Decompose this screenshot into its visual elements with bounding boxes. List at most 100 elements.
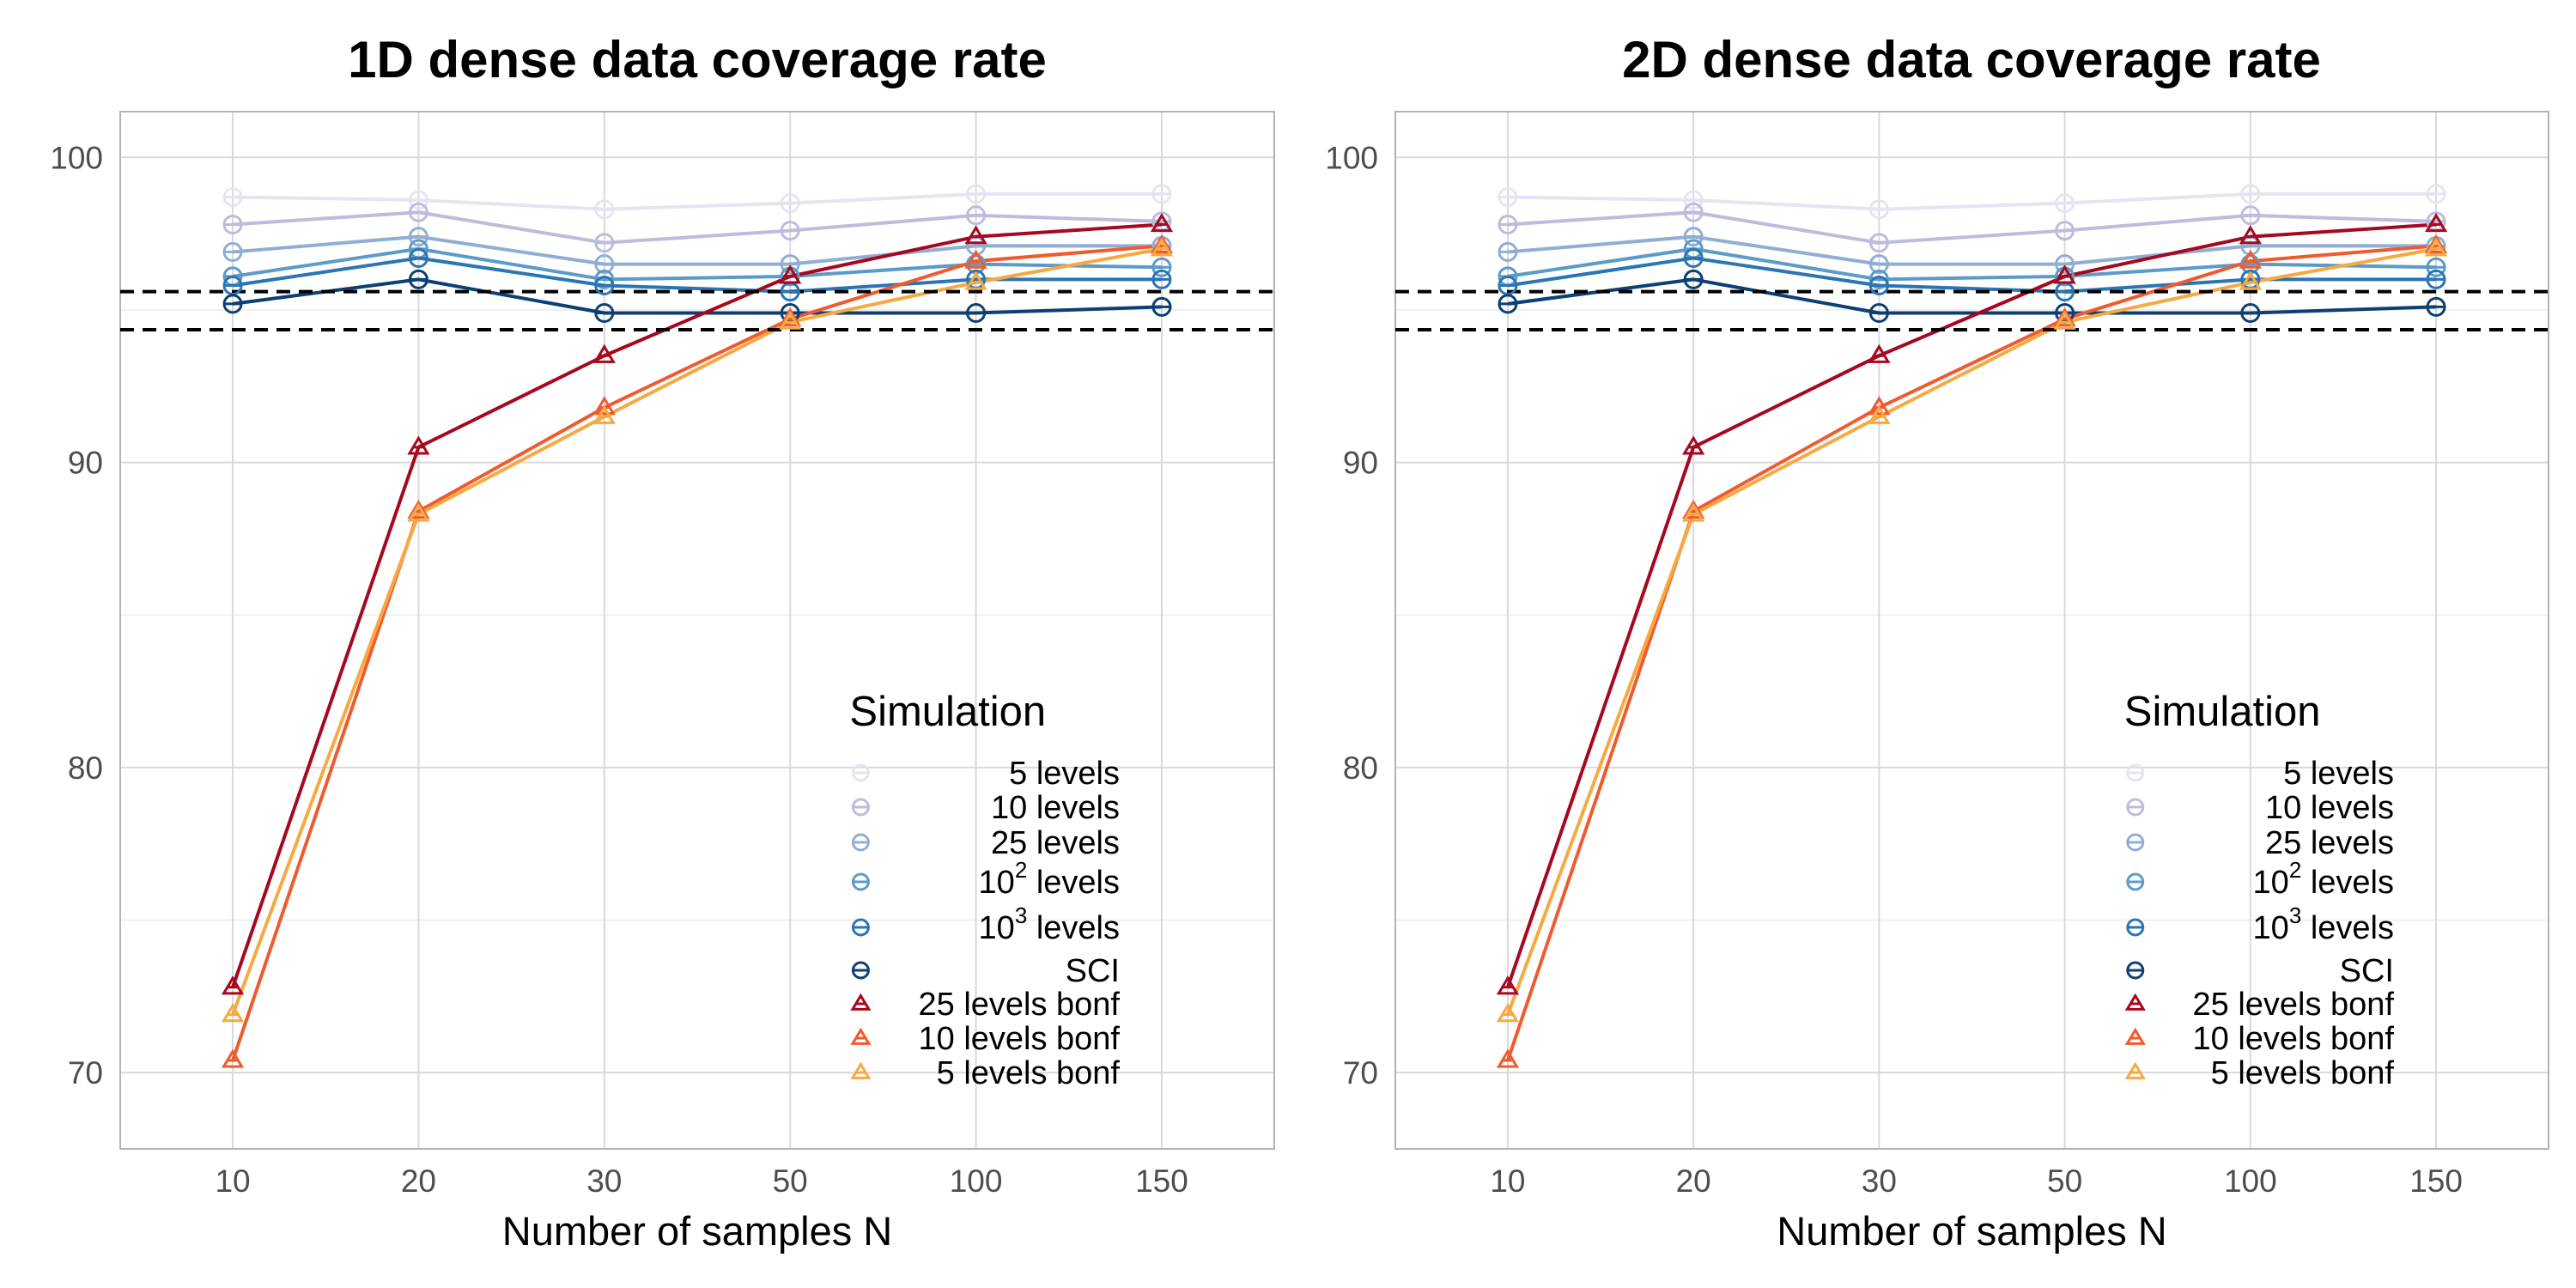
legend-label-exponent: 2 (2289, 857, 2301, 883)
legend-label: SCI (1066, 953, 1120, 989)
y-tick-label: 80 (68, 750, 103, 786)
data-point (2424, 212, 2448, 233)
legend-key (851, 798, 870, 817)
data-point (592, 404, 616, 424)
legend-label: 5 levels (1009, 756, 1120, 792)
legend-key (2126, 763, 2145, 782)
y-tick-label: 70 (1343, 1055, 1378, 1091)
chart-title: 1D dense data coverage rate (348, 31, 1047, 88)
data-point (1150, 212, 1174, 233)
y-tick-label: 80 (1343, 750, 1378, 786)
series-line-5 (1507, 256, 2437, 294)
series-line-2 (232, 210, 1163, 245)
data-point (221, 1048, 245, 1068)
series-line-3 (1507, 234, 2437, 266)
chart-panel-1: 1D dense data coverage rate 70 80 90 100 10 20… (50, 31, 1275, 1254)
y-tick-label: 70 (68, 1055, 103, 1091)
x-tick-label: 10 (1490, 1163, 1525, 1199)
legend-label: 25 levels bonf (2193, 987, 2395, 1023)
legend-title: Simulation (849, 689, 1046, 735)
series-line-9 (1506, 246, 2437, 1016)
data-point (592, 396, 616, 416)
legend-key (2124, 1061, 2146, 1079)
legend-key (851, 918, 870, 937)
panel-border (1394, 111, 2549, 1150)
legend-label: 102 levels (979, 857, 1120, 901)
legend-key-marker (850, 1061, 872, 1079)
y-tick-label: 90 (1343, 446, 1378, 481)
x-axis-label: Number of samples N (502, 1208, 893, 1254)
data-point (221, 975, 245, 995)
legend-key (2126, 798, 2145, 817)
legend-label: 5 levels bonf (2211, 1055, 2395, 1091)
legend-label-suffix: levels (2301, 910, 2394, 946)
data-point (1868, 396, 1891, 416)
data-point (1682, 435, 1705, 455)
data-point (1682, 502, 1705, 522)
series-line-3 (232, 234, 1162, 266)
legend-label-suffix: levels (1027, 910, 1120, 946)
data-point (964, 225, 987, 245)
x-tick-label: 20 (401, 1163, 436, 1199)
chart-panel-2: 2D dense data coverage rate 70 80 90 100 10 20… (1325, 31, 2549, 1254)
x-tick-label: 150 (1135, 1163, 1188, 1199)
panel-border (119, 111, 1275, 1150)
data-point (1150, 234, 1174, 253)
series-line-4 (1507, 246, 2437, 282)
series-line-7 (231, 222, 1163, 988)
legend-label-suffix: levels (2301, 865, 2394, 901)
data-point (964, 249, 987, 269)
data-point (2239, 270, 2262, 290)
x-tick-label: 10 (215, 1163, 250, 1199)
legend-key (850, 993, 872, 1011)
series-line-4 (232, 246, 1162, 282)
y-tick-label: 100 (1325, 140, 1378, 175)
data-point (779, 264, 802, 284)
data-point (221, 1003, 245, 1023)
legend-label-base: 10 (2253, 865, 2289, 901)
legend-key (2126, 833, 2145, 852)
series-line-8 (1506, 244, 2437, 1061)
x-tick-label: 30 (586, 1163, 622, 1199)
legend-label: 5 levels bonf (937, 1055, 1121, 1091)
legend-label-base: 10 (2253, 910, 2289, 946)
legend-label: SCI (2340, 953, 2394, 989)
x-tick-label: 150 (2409, 1163, 2463, 1199)
legend-label: 10 levels (2265, 790, 2394, 826)
data-point (1496, 1003, 1520, 1023)
legend-label: 103 levels (979, 902, 1120, 946)
legend-label-base: 10 (979, 910, 1015, 946)
data-point (592, 343, 616, 363)
legend-key (851, 833, 870, 852)
legend-label: 103 levels (2253, 902, 2394, 946)
series-line-1 (1507, 191, 2437, 211)
x-tick-label: 50 (773, 1163, 808, 1199)
legend-key (851, 763, 870, 782)
legend-title: Simulation (2124, 689, 2321, 735)
legend-label-exponent: 3 (2289, 902, 2301, 928)
data-point (2239, 225, 2262, 245)
data-point (964, 270, 987, 290)
data-point (407, 502, 430, 522)
data-point (1868, 404, 1891, 424)
legend-label-suffix: levels (1027, 865, 1120, 901)
data-point (1868, 343, 1891, 363)
series-line-7 (1506, 222, 2437, 988)
data-point (1150, 237, 1174, 257)
series-line-6 (232, 277, 1163, 315)
legend-label: 25 levels (2265, 825, 2394, 861)
x-axis-label: Number of samples N (1777, 1208, 2167, 1254)
x-tick-label: 30 (1862, 1163, 1897, 1199)
chart-title: 2D dense data coverage rate (1622, 31, 2321, 88)
legend-label: 10 levels (991, 790, 1120, 826)
legend-key (851, 872, 870, 891)
legend-key (2124, 993, 2146, 1011)
data-point (407, 499, 430, 519)
legend-key (851, 961, 870, 980)
data-point (2239, 249, 2262, 269)
data-point (1496, 1048, 1520, 1068)
legend-key (2126, 872, 2145, 891)
